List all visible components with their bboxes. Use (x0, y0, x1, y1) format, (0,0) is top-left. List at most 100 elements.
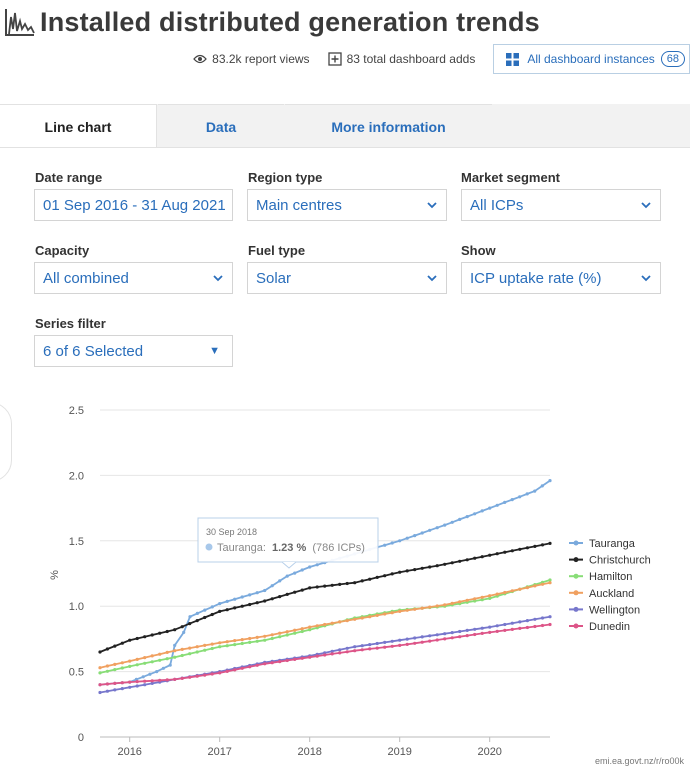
data-point (375, 641, 379, 646)
data-point (540, 616, 545, 620)
fuel-type-select[interactable]: Solar (247, 262, 447, 294)
market-segment-select[interactable]: All ICPs (461, 189, 661, 221)
tooltip-date: 30 Sep 2018 (206, 527, 257, 537)
data-point (458, 600, 462, 604)
show-select[interactable]: ICP uptake rate (%) (461, 262, 661, 294)
tooltip-marker (205, 543, 213, 551)
data-point (293, 657, 297, 661)
all-dashboard-instances-button[interactable]: All dashboard instances 68 (493, 44, 690, 74)
data-point (540, 582, 545, 586)
data-point (435, 564, 439, 568)
data-point (158, 658, 162, 662)
legend-item-dunedin[interactable]: Dunedin (589, 621, 630, 633)
data-point (225, 669, 229, 673)
data-point (150, 633, 154, 637)
market-segment-label: Market segment (461, 170, 560, 185)
data-point (210, 646, 214, 651)
data-point (240, 638, 244, 642)
data-point (518, 620, 522, 624)
data-point (420, 635, 424, 639)
tab-line-chart[interactable]: Line chart (0, 104, 157, 148)
data-point (98, 683, 102, 687)
data-point (180, 676, 184, 680)
region-type-select[interactable]: Main centres (247, 189, 447, 221)
tooltip-value: 1.23 % (272, 542, 306, 554)
data-point (300, 656, 304, 660)
show-value: ICP uptake rate (%) (470, 269, 602, 287)
data-point (225, 644, 229, 648)
data-point (353, 645, 357, 649)
data-point (368, 643, 372, 647)
data-point (495, 624, 499, 628)
data-point (548, 581, 552, 585)
data-point (488, 596, 492, 600)
data-point (480, 598, 484, 602)
legend-item-hamilton[interactable]: Hamilton (589, 571, 632, 583)
data-point (135, 657, 139, 661)
data-point (293, 571, 297, 575)
source-link[interactable]: emi.ea.govt.nz/r/ro00k (594, 756, 684, 766)
y-tick-label: 0.5 (69, 667, 84, 679)
data-point (525, 619, 530, 623)
data-point (443, 523, 447, 527)
data-point (525, 586, 530, 590)
data-point (495, 552, 499, 556)
date-range-label: Date range (35, 170, 103, 185)
data-point (480, 631, 484, 635)
data-point (105, 689, 109, 693)
data-point (105, 669, 109, 673)
data-point (533, 584, 537, 588)
data-point (225, 608, 229, 612)
legend-item-tauranga[interactable]: Tauranga (589, 538, 636, 550)
data-point (465, 515, 469, 519)
show-label: Show (461, 243, 496, 258)
data-point (458, 629, 462, 634)
data-point (443, 632, 447, 636)
title-bar: Installed distributed generation trends (0, 4, 540, 40)
data-point (503, 550, 507, 554)
data-point (323, 622, 327, 627)
data-point (195, 650, 199, 654)
data-point (473, 597, 477, 601)
legend-item-christchurch[interactable]: Christchurch (589, 555, 651, 567)
data-point (188, 622, 192, 626)
data-point (161, 666, 165, 670)
data-point (300, 629, 304, 634)
data-point (390, 639, 394, 643)
y-tick-label: 1.5 (69, 536, 84, 548)
data-point (210, 605, 214, 609)
data-point (248, 593, 252, 597)
data-point (390, 541, 394, 545)
tab-more-information[interactable]: More information (285, 104, 492, 148)
data-point (180, 625, 184, 629)
legend-item-auckland[interactable]: Auckland (589, 588, 634, 600)
data-point (120, 681, 124, 685)
date-range-input[interactable]: 01 Sep 2016 - 31 Aug 2021 (34, 189, 233, 221)
data-point (98, 650, 102, 654)
data-point (195, 611, 199, 615)
data-point (143, 661, 147, 665)
data-point (450, 520, 454, 524)
data-point (233, 606, 237, 610)
data-point (233, 639, 237, 643)
data-point (293, 628, 297, 632)
grid-icon (506, 52, 520, 66)
data-point (173, 677, 177, 681)
data-point (458, 517, 462, 521)
tab-data[interactable]: Data (158, 104, 284, 148)
data-point (465, 598, 469, 602)
data-point (285, 592, 289, 596)
data-point (233, 668, 237, 672)
data-point (413, 641, 417, 645)
capacity-select[interactable]: All combined (34, 262, 233, 294)
legend-item-wellington[interactable]: Wellington (589, 604, 640, 616)
tooltip-detail: (786 ICPs) (312, 542, 365, 554)
data-point (165, 650, 169, 654)
fuel-type-label: Fuel type (248, 243, 306, 258)
data-point (263, 638, 267, 642)
tooltip-line: Tauranga: 1.23 % (786 ICPs) (217, 542, 365, 554)
data-point (98, 690, 102, 695)
capacity-label: Capacity (35, 243, 90, 258)
series-filter-select[interactable]: 6 of 6 Selected ▼ (34, 335, 233, 367)
data-point (405, 642, 409, 646)
